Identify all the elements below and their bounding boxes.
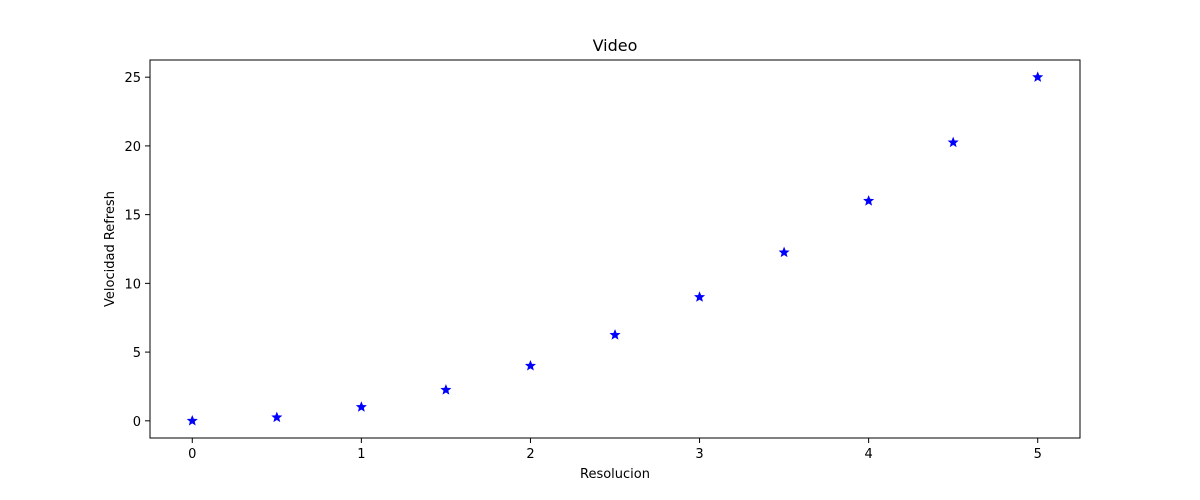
x-tick-label: 1 xyxy=(357,447,365,462)
data-point xyxy=(778,246,790,258)
y-axis-ticks: 0 5 10 15 20 25 xyxy=(124,71,150,430)
x-tick-label: 4 xyxy=(864,447,872,462)
data-point xyxy=(271,411,283,423)
x-tick-label: 3 xyxy=(695,447,703,462)
y-tick-label: 5 xyxy=(133,346,141,361)
data-point xyxy=(1032,71,1044,82)
data-point xyxy=(355,401,367,412)
y-tick-label: 20 xyxy=(124,140,141,155)
y-axis-label: Velocidad Refresh xyxy=(103,191,118,307)
x-tick-label: 5 xyxy=(1034,447,1042,462)
x-axis-label: Resolucion xyxy=(580,467,650,482)
data-point xyxy=(694,291,706,302)
y-tick-label: 15 xyxy=(124,209,141,224)
y-tick-label: 10 xyxy=(124,277,141,292)
data-point xyxy=(947,136,959,148)
x-tick-label: 2 xyxy=(526,447,534,462)
data-points xyxy=(186,71,1044,426)
x-tick-label: 0 xyxy=(188,447,196,462)
chart-title: Video xyxy=(593,36,638,55)
plot-area-frame xyxy=(149,59,1081,439)
data-point xyxy=(524,360,536,371)
y-tick-label: 0 xyxy=(133,415,141,430)
data-point xyxy=(863,195,875,206)
data-point xyxy=(440,384,452,395)
y-tick-label: 25 xyxy=(124,71,141,86)
data-point xyxy=(186,415,198,426)
data-point xyxy=(609,329,621,340)
x-axis-ticks: 0 1 2 3 4 5 xyxy=(188,438,1042,462)
